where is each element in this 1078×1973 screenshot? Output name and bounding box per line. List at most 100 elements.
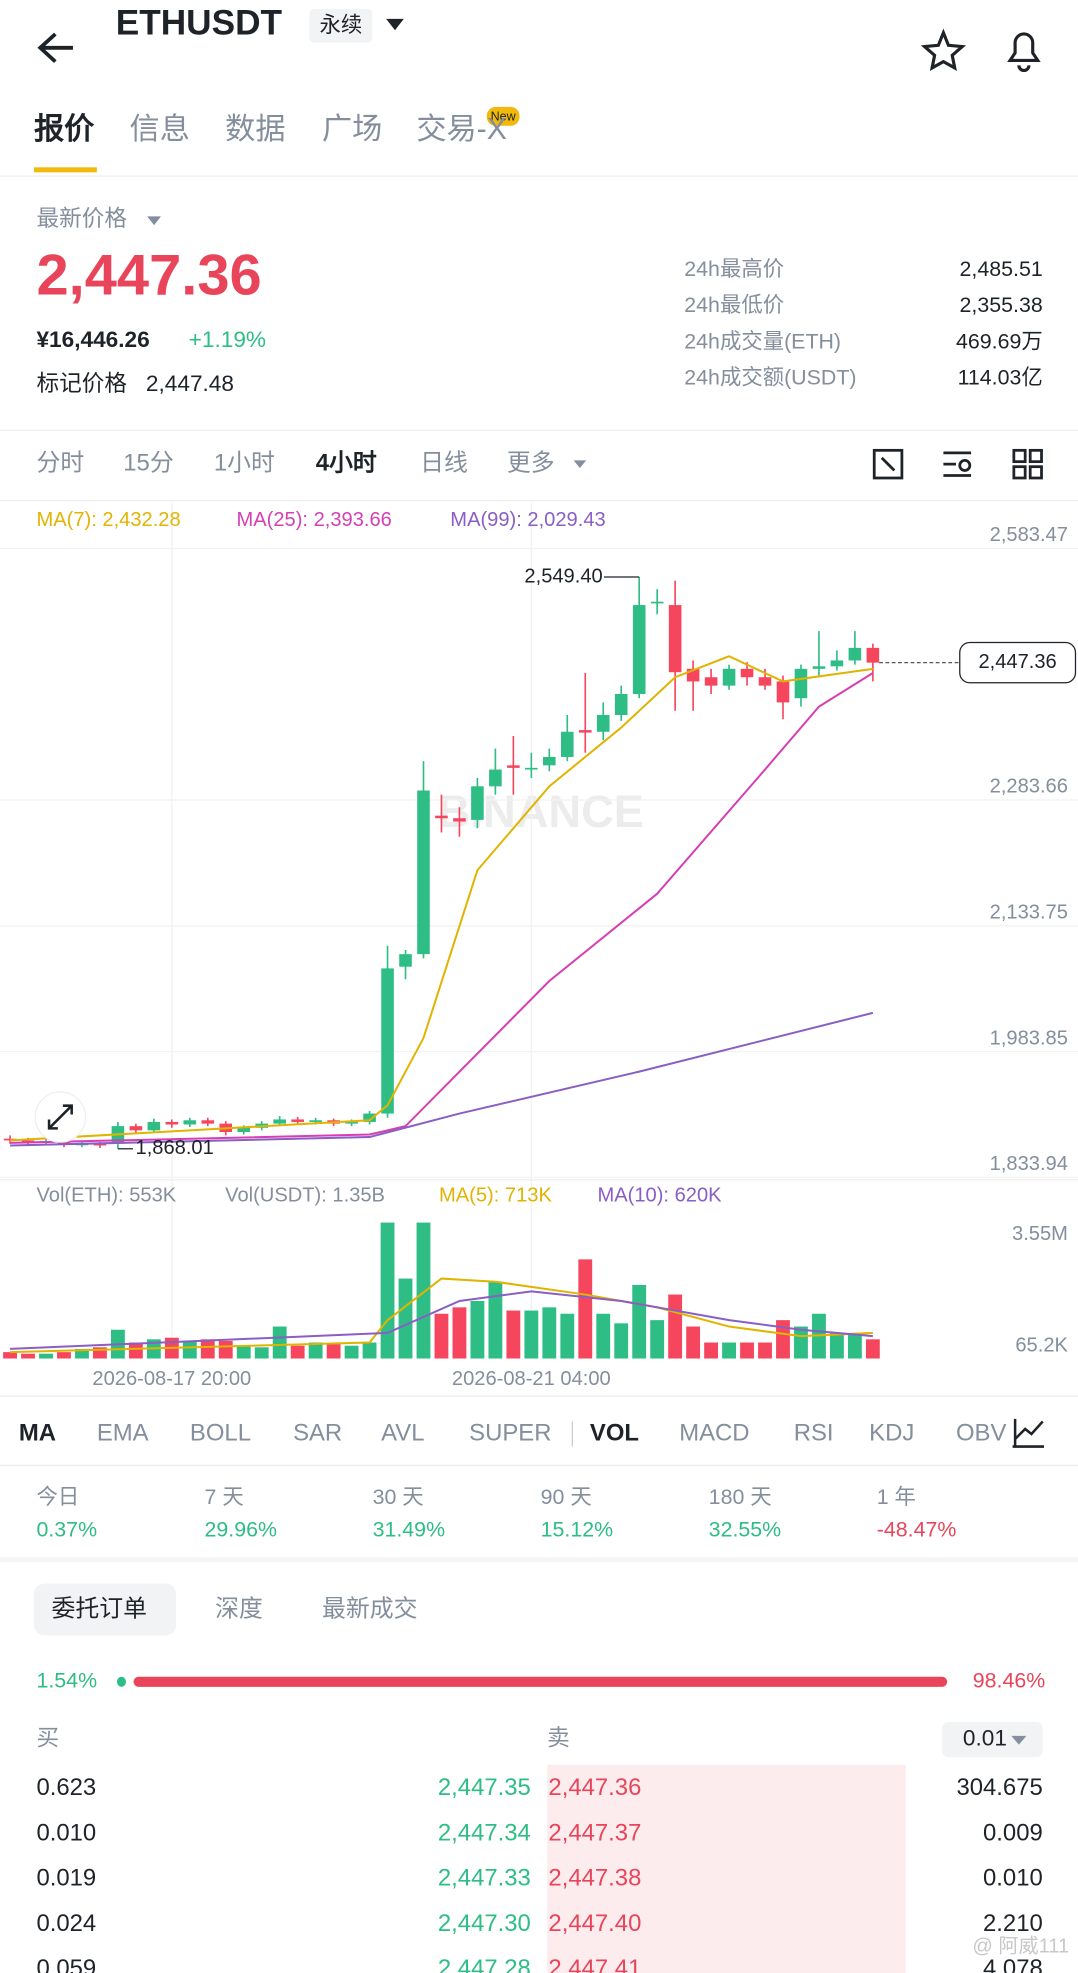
back-button[interactable] — [37, 32, 73, 64]
volume-bar — [21, 1353, 35, 1359]
precision[interactable]: 0.01 — [963, 1726, 1007, 1751]
ask-price: 2,447.37 — [548, 1819, 641, 1846]
indicator[interactable]: RSI — [794, 1419, 834, 1446]
volume-bar — [3, 1352, 17, 1359]
bid-qty: 0.024 — [36, 1910, 96, 1937]
tab[interactable]: 信息 — [130, 112, 190, 146]
ask-price: 2,447.41 — [548, 1955, 641, 1973]
ask-qty: 2.210 — [983, 1910, 1043, 1937]
tab[interactable]: 报价 — [34, 112, 95, 146]
y-tick-label: 1,983.85 — [990, 1027, 1068, 1049]
stat-label: 24h最低价 — [684, 293, 784, 317]
tab[interactable]: 交易-X — [416, 112, 507, 146]
period-return: 29.96% — [205, 1517, 278, 1541]
indicator[interactable]: AVL — [381, 1419, 424, 1446]
alert-icon[interactable] — [1007, 32, 1041, 72]
symbol[interactable]: ETHUSDT — [116, 3, 283, 42]
tab-underline — [33, 167, 97, 173]
tab[interactable]: 广场 — [322, 112, 382, 146]
chart-tools[interactable] — [872, 448, 1043, 480]
volume-bar — [704, 1342, 719, 1359]
indicator-settings[interactable] — [1012, 1418, 1045, 1448]
y-tick-label: 65.2K — [1015, 1335, 1068, 1357]
high-label: 2,549.40 — [524, 565, 602, 587]
sell-ratio: 98.46% — [973, 1668, 1046, 1692]
book-tab[interactable]: 最新成交 — [322, 1595, 418, 1622]
indicator[interactable]: MACD — [679, 1419, 749, 1446]
ask-qty: 4.078 — [983, 1955, 1043, 1973]
indicator[interactable]: SUPER — [469, 1419, 551, 1446]
bid-qty: 0.019 — [36, 1865, 96, 1892]
volume-bar — [614, 1323, 629, 1359]
interval[interactable]: 4小时 — [316, 449, 377, 476]
last-price-box — [959, 641, 1077, 684]
candle-body — [794, 668, 808, 699]
stat-label: 24h最高价 — [684, 257, 784, 281]
indicator[interactable]: EMA — [97, 1419, 149, 1446]
candle-body — [848, 647, 862, 661]
volume-bar — [758, 1342, 772, 1359]
dropdown — [147, 216, 162, 226]
interval[interactable]: 15分 — [123, 449, 173, 476]
price-label[interactable]: 最新价格 — [36, 206, 127, 231]
volume-bar — [434, 1313, 449, 1359]
indicator[interactable]: MA — [19, 1419, 56, 1446]
y-tick-label: 3.55M — [1012, 1223, 1068, 1245]
stat-label: 24h成交额(USDT) — [684, 365, 856, 389]
indicator[interactable]: OBV — [956, 1419, 1006, 1446]
volume-bar — [776, 1320, 790, 1359]
volume-bar — [93, 1347, 107, 1359]
candle-body — [291, 1119, 304, 1122]
volume-bar — [236, 1345, 251, 1359]
contract-tag: 永续 — [320, 13, 363, 37]
interval[interactable]: 更多 — [507, 449, 555, 476]
volume-bar — [308, 1342, 323, 1359]
bid-qty: 0.010 — [36, 1819, 96, 1846]
interval[interactable]: 日线 — [420, 449, 468, 476]
precision-bg — [942, 1722, 1043, 1758]
candle-body — [381, 968, 394, 1114]
volume-bar — [272, 1326, 287, 1359]
volume-bar — [182, 1340, 197, 1359]
indicator[interactable]: VOL — [590, 1419, 639, 1446]
candle-body — [543, 756, 556, 766]
ask-qty: 0.009 — [983, 1819, 1043, 1846]
bid-price: 2,447.35 — [438, 1774, 531, 1801]
ask-price: 2,447.40 — [548, 1910, 641, 1937]
dropdown — [573, 460, 587, 468]
period: 90 天 — [541, 1485, 592, 1509]
period-return: -48.47% — [877, 1517, 957, 1541]
candle-body — [704, 677, 718, 686]
book-tab[interactable]: 委托订单 — [52, 1595, 148, 1622]
cny-price: ¥16,446.26 — [36, 327, 149, 352]
ma-line — [10, 655, 874, 1142]
new-badge-bg — [486, 106, 520, 126]
stat-value: 2,485.51 — [960, 257, 1043, 281]
candle-body — [632, 605, 646, 695]
volume-bar — [632, 1284, 647, 1359]
symbol-dropdown[interactable] — [386, 18, 404, 31]
book-tab[interactable]: 深度 — [215, 1595, 263, 1622]
tab[interactable]: 数据 — [225, 112, 285, 146]
candle-body — [399, 954, 412, 967]
favorite-icon[interactable] — [920, 28, 967, 71]
stat-value: 469.69万 — [956, 329, 1043, 353]
volume-bar — [75, 1348, 89, 1359]
candle-body — [57, 1141, 71, 1145]
candle-body — [435, 815, 448, 819]
candle-body — [830, 660, 844, 667]
indicator[interactable]: BOLL — [190, 1419, 251, 1446]
interval[interactable]: 分时 — [36, 449, 84, 476]
indicator[interactable]: SAR — [293, 1419, 342, 1446]
candle-body — [507, 765, 520, 768]
candle-body — [129, 1126, 143, 1131]
bid-price: 2,447.33 — [438, 1865, 531, 1892]
dropdown — [1011, 1735, 1027, 1745]
candle-body — [345, 1121, 358, 1124]
volume-bar — [380, 1222, 395, 1359]
candle-body — [93, 1143, 107, 1146]
x-tick-label: 2026-08-17 20:00 — [92, 1368, 251, 1390]
indicator[interactable]: KDJ — [869, 1419, 914, 1446]
interval[interactable]: 1小时 — [214, 449, 275, 476]
